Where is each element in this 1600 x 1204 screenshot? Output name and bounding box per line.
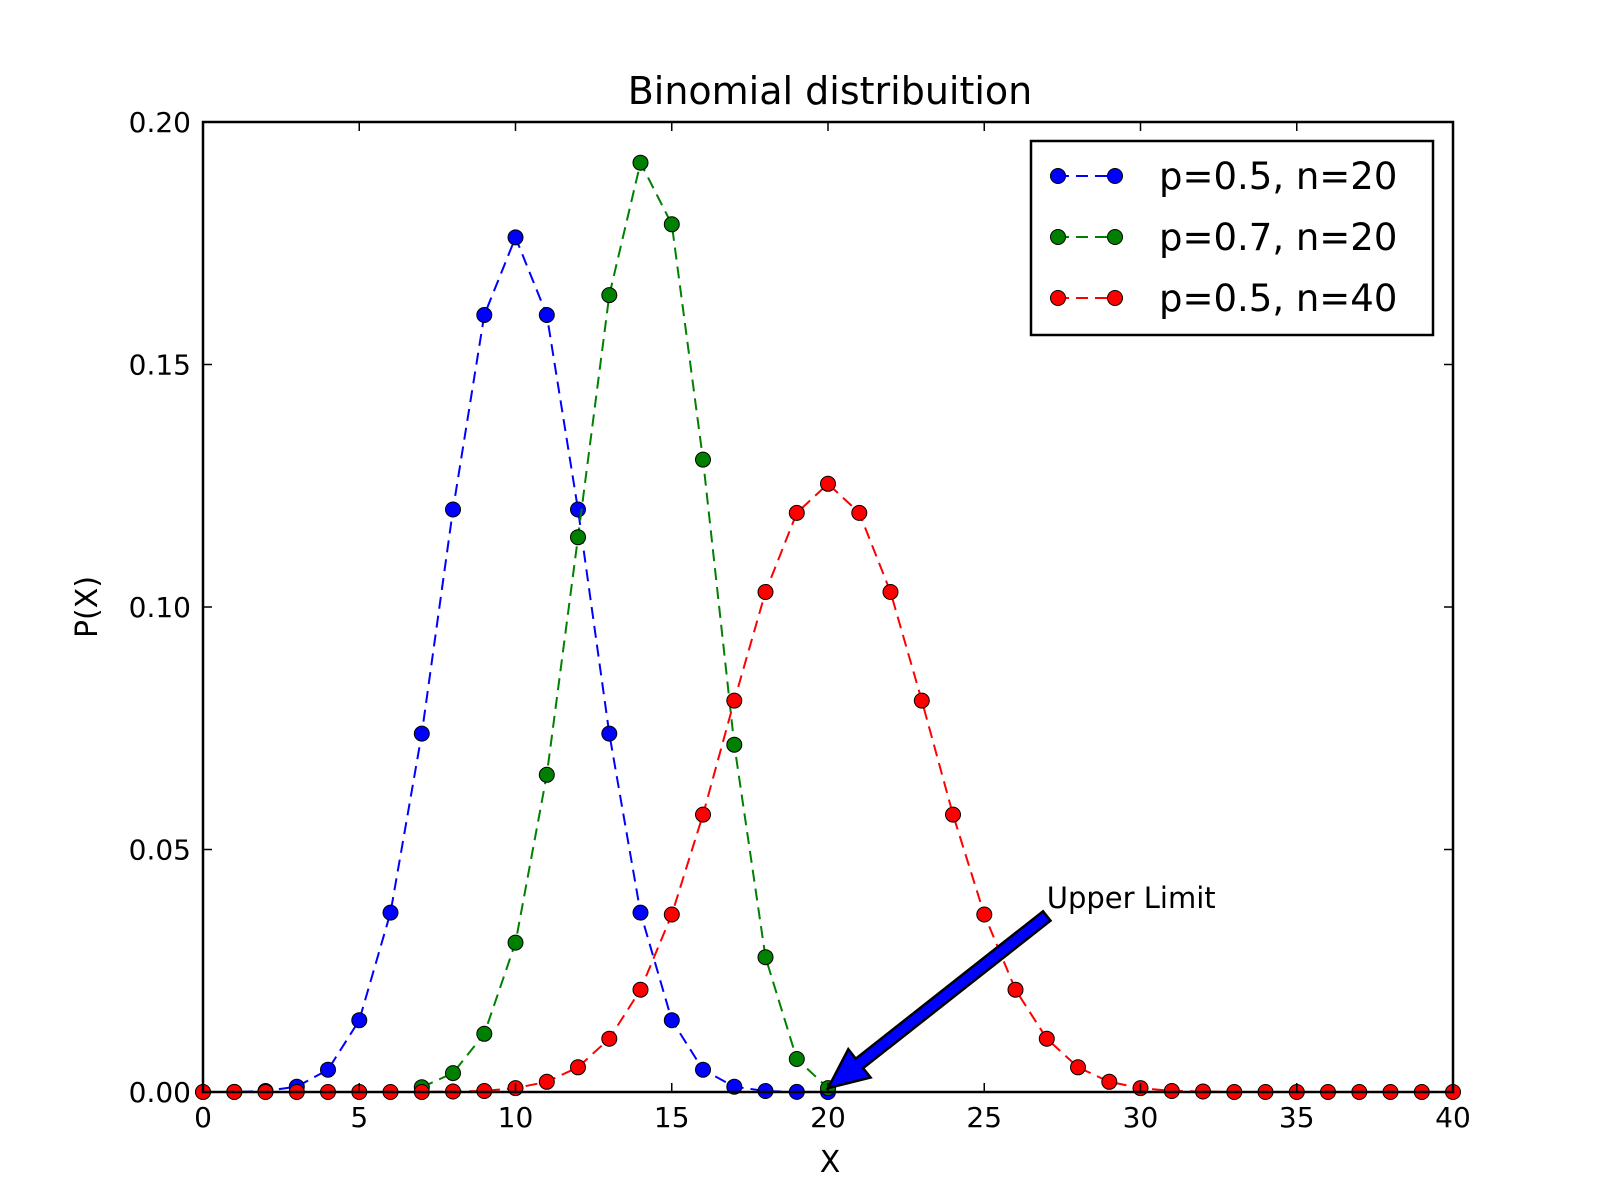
series-line-2 bbox=[421, 159, 829, 1089]
data-point bbox=[851, 504, 868, 521]
data-point bbox=[507, 229, 524, 246]
legend-item: p=0.5, n=40 bbox=[1050, 277, 1397, 320]
x-tick-label: 0 bbox=[194, 1101, 212, 1134]
legend-item: p=0.5, n=20 bbox=[1050, 155, 1397, 198]
data-point bbox=[601, 1030, 618, 1047]
series-3 bbox=[195, 475, 1461, 1100]
data-point bbox=[445, 1065, 461, 1082]
data-point bbox=[820, 475, 836, 492]
data-point bbox=[695, 451, 711, 468]
y-tick-label: 0.00 bbox=[129, 1076, 191, 1109]
chart-title: Binomial distribuition bbox=[628, 69, 1033, 113]
tick-layer: 0 5 10 15 20 25 30 35 40 0.00 0.05 0.10 0.15 0.20 bbox=[129, 106, 1471, 1134]
data-point bbox=[663, 906, 680, 923]
annotation-arrow bbox=[825, 909, 1053, 1090]
x-tick-label: 20 bbox=[810, 1101, 846, 1134]
series-line-3 bbox=[203, 482, 1453, 1093]
annotation-text: Upper Limit bbox=[1047, 881, 1216, 915]
data-point bbox=[632, 154, 649, 171]
legend-marker bbox=[1107, 290, 1123, 306]
data-point bbox=[507, 934, 524, 951]
x-axis-label: X bbox=[820, 1145, 841, 1180]
legend-label: p=0.5, n=40 bbox=[1159, 277, 1397, 320]
data-point bbox=[601, 287, 618, 304]
data-point bbox=[945, 806, 961, 823]
data-point bbox=[351, 1012, 368, 1029]
x-tick-label: 30 bbox=[1123, 1101, 1159, 1134]
data-point bbox=[882, 584, 899, 600]
x-tick-label: 15 bbox=[654, 1101, 690, 1134]
x-tick-label: 35 bbox=[1279, 1101, 1315, 1134]
data-point bbox=[538, 307, 555, 323]
series-2 bbox=[413, 154, 836, 1097]
data-point bbox=[320, 1061, 336, 1078]
data-point bbox=[476, 1025, 493, 1042]
data-point bbox=[788, 504, 805, 521]
data-point bbox=[476, 307, 493, 323]
legend-marker bbox=[1050, 229, 1066, 245]
data-point bbox=[601, 725, 618, 742]
series-1 bbox=[195, 229, 836, 1100]
data-point bbox=[632, 981, 649, 998]
legend: p=0.5, n=20 p=0.7, n=20 p=0.5, n=40 bbox=[1029, 139, 1435, 337]
data-point bbox=[538, 1073, 555, 1090]
x-tick-label: 25 bbox=[966, 1101, 1002, 1134]
data-point bbox=[788, 1051, 805, 1067]
legend-label: p=0.5, n=20 bbox=[1159, 155, 1397, 198]
data-point bbox=[570, 501, 586, 518]
data-point bbox=[757, 584, 774, 600]
data-point bbox=[382, 904, 399, 921]
data-point bbox=[413, 725, 430, 742]
data-point bbox=[976, 906, 993, 923]
data-point bbox=[726, 692, 743, 709]
annotation-layer: Upper Limit bbox=[825, 881, 1216, 1090]
y-tick-label: 0.10 bbox=[129, 591, 191, 624]
data-point bbox=[726, 736, 743, 753]
legend-label: p=0.7, n=20 bbox=[1159, 216, 1397, 259]
x-tick-label: 10 bbox=[498, 1101, 534, 1134]
y-tick-label: 0.05 bbox=[129, 834, 191, 867]
data-point bbox=[1101, 1073, 1118, 1090]
data-point bbox=[570, 1059, 586, 1076]
x-tick-label: 5 bbox=[350, 1101, 368, 1134]
data-point bbox=[1007, 981, 1024, 998]
legend-marker bbox=[1107, 168, 1123, 184]
data-point bbox=[695, 1061, 711, 1078]
data-point bbox=[913, 692, 930, 709]
legend-marker bbox=[1050, 168, 1066, 184]
data-point bbox=[757, 949, 774, 966]
legend-item: p=0.7, n=20 bbox=[1050, 216, 1397, 259]
data-point bbox=[663, 1012, 680, 1029]
data-point bbox=[538, 766, 555, 783]
data-point bbox=[726, 1078, 743, 1095]
data-point bbox=[1038, 1030, 1055, 1047]
data-point bbox=[570, 529, 586, 546]
legend-marker bbox=[1050, 290, 1066, 306]
legend-marker bbox=[1107, 229, 1123, 245]
series-line-1 bbox=[202, 234, 829, 1093]
x-tick-label: 40 bbox=[1435, 1101, 1471, 1134]
data-point bbox=[695, 806, 711, 823]
data-point bbox=[663, 216, 680, 233]
data-point bbox=[632, 904, 649, 921]
data-point bbox=[445, 501, 461, 518]
data-point bbox=[1070, 1059, 1086, 1076]
y-tick-label: 0.15 bbox=[129, 349, 191, 382]
y-axis-label: P(X) bbox=[70, 576, 105, 638]
y-tick-label: 0.20 bbox=[129, 106, 191, 139]
